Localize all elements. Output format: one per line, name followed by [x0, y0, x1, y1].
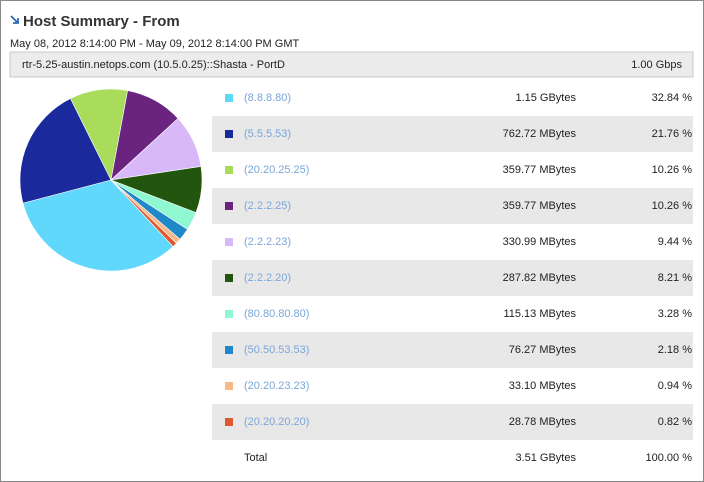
total-percent: 100.00 % [646, 452, 693, 464]
legend-swatch [225, 166, 233, 174]
bytes: 1.15 GBytes [515, 92, 576, 104]
percent: 21.76 % [652, 128, 693, 140]
pie-chart [19, 88, 203, 272]
bytes: 287.82 MBytes [503, 272, 577, 284]
percent: 10.26 % [652, 164, 693, 176]
title: Host Summary - From [23, 13, 180, 30]
percent: 10.26 % [652, 200, 693, 212]
bytes: 33.10 MBytes [509, 380, 577, 392]
pie-slice [19, 98, 112, 204]
bytes: 762.72 MBytes [503, 128, 577, 140]
bytes: 115.13 MBytes [503, 308, 576, 320]
host-link[interactable]: (8.8.8.80) [244, 92, 291, 104]
legend-swatch [225, 94, 233, 102]
bytes: 330.99 MBytes [503, 236, 577, 248]
legend-swatch [225, 346, 233, 354]
pie-slice [22, 179, 174, 272]
host-link[interactable]: (20.20.20.20) [244, 416, 309, 428]
legend-swatch [225, 274, 233, 282]
title-icon [10, 15, 19, 24]
row-background [212, 332, 693, 368]
row-background [212, 116, 693, 152]
legend-swatch [225, 418, 233, 426]
percent: 8.21 % [658, 272, 692, 284]
percent: 9.44 % [658, 236, 692, 248]
percent: 0.82 % [658, 416, 692, 428]
legend-swatch [225, 382, 233, 390]
legend-swatch [225, 238, 233, 246]
bytes: 28.78 MBytes [509, 416, 577, 428]
percent: 32.84 % [652, 92, 693, 104]
bytes: 359.77 MBytes [503, 164, 577, 176]
host-link[interactable]: (2.2.2.23) [244, 236, 291, 248]
pie-slice [110, 179, 177, 247]
row-background [212, 260, 693, 296]
speed: 1.00 Gbps [631, 59, 682, 71]
date-range: May 08, 2012 8:14:00 PM - May 09, 2012 8… [10, 38, 299, 50]
host-link[interactable]: (50.50.53.53) [244, 344, 309, 356]
bytes: 76.27 MBytes [509, 344, 577, 356]
total-bytes: 3.51 GBytes [515, 452, 576, 464]
host-table: (8.8.8.80) 1.15 GBytes 32.84 % (5.5.5.53) 76… [212, 92, 693, 440]
host-link[interactable]: (20.20.25.25) [244, 164, 309, 176]
host-link[interactable]: (5.5.5.53) [244, 128, 291, 140]
host-link[interactable]: (2.2.2.25) [244, 200, 291, 212]
host-link[interactable]: (2.2.2.20) [244, 272, 291, 284]
legend-swatch [225, 310, 233, 318]
total-label: Total [244, 452, 267, 464]
bytes: 359.77 MBytes [503, 200, 577, 212]
row-background [212, 404, 693, 440]
interface: rtr-5.25-austin.netops.com (10.5.0.25)::… [22, 59, 285, 71]
legend-swatch [225, 202, 233, 210]
percent: 3.28 % [658, 308, 692, 320]
percent: 2.18 % [658, 344, 692, 356]
legend-swatch [225, 130, 233, 138]
percent: 0.94 % [658, 380, 692, 392]
host-link[interactable]: (20.20.23.23) [244, 380, 309, 392]
row-background [212, 188, 693, 224]
interface-bar [9, 51, 694, 78]
host-link[interactable]: (80.80.80.80) [244, 308, 309, 320]
